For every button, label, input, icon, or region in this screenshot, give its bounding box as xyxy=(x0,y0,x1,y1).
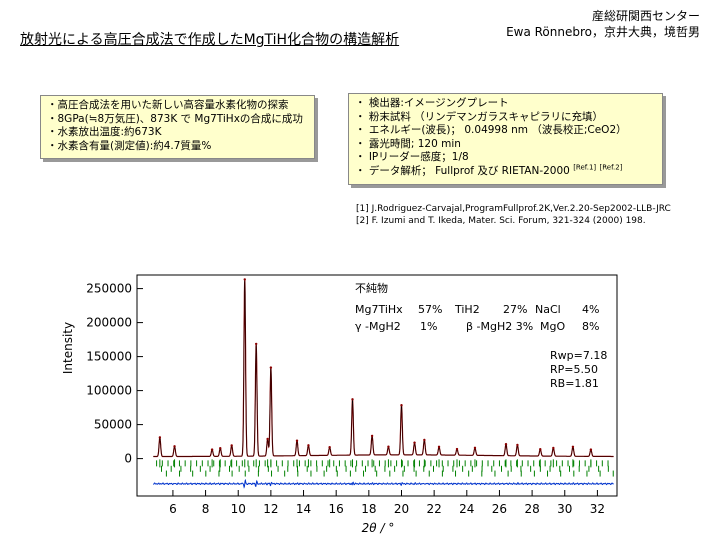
y-tick-label: 150000 xyxy=(86,350,132,364)
x-tick-label: 8 xyxy=(202,502,210,516)
peak-point xyxy=(455,447,459,451)
x-tick-label: 32 xyxy=(590,502,605,516)
peak-point xyxy=(328,445,331,449)
x-tick-label: 20 xyxy=(394,502,409,516)
x-axis-label: 2θ / ° xyxy=(362,521,395,535)
peak-point xyxy=(307,444,310,447)
ref2-marker: [Ref.2] xyxy=(599,163,623,171)
x-tick-label: 12 xyxy=(263,502,278,516)
summary-box: ・高圧合成法を用いた新しい高容量水素化物の探索 ・8GPa(≒8万気圧)、873… xyxy=(40,95,315,159)
peak-point xyxy=(230,444,233,447)
summary-item: ・水素放出温度:約673K xyxy=(47,126,162,138)
r-factor: RP=5.50 xyxy=(550,363,598,376)
condition-item: ・ 検出器:イメージングプレート xyxy=(355,97,509,109)
condition-item: ・ 粉末試料 （リンデマンガラスキャピラリに充填） xyxy=(355,110,603,123)
summary-item: ・水素含有量(測定値):約4.7質量% xyxy=(47,139,212,152)
peak-point xyxy=(516,443,519,447)
diffraction-chart: 0 50000 100000 150000 200000 250000 6 8 10 12 14 16… xyxy=(61,274,618,535)
peak-point xyxy=(210,448,214,451)
condition-item: ・ 露光時間; 120 min xyxy=(355,137,461,150)
condition-item: ・ エネルギー(波長)； 0.04998 nm （波長校正;CeO2） xyxy=(355,124,627,136)
peak-point xyxy=(351,398,354,401)
x-tick-label: 18 xyxy=(361,502,376,516)
phase-name: TiH2 xyxy=(454,303,480,316)
condition-item-text: ・ データ解析； Fullprof 及び RIETAN-2000 xyxy=(355,164,570,177)
peak-point xyxy=(552,446,555,450)
phase-heading: 不純物 xyxy=(355,281,388,295)
phase-name: β -MgH2 3% xyxy=(466,320,533,333)
peak-point xyxy=(423,438,426,442)
peak-point xyxy=(266,437,269,441)
x-tick-label: 16 xyxy=(329,502,344,516)
peak-point xyxy=(589,448,593,451)
plot-frame xyxy=(136,274,618,497)
peak-point xyxy=(295,439,299,442)
ref1-marker: [Ref.1] xyxy=(573,163,597,171)
peak-point xyxy=(504,442,508,446)
x-tick-label: 22 xyxy=(427,502,442,516)
y-tick-label: 50000 xyxy=(94,418,132,432)
calculated-series xyxy=(153,279,614,457)
y-axis-label: Intensity xyxy=(61,322,75,374)
x-tick-label: 26 xyxy=(492,502,507,516)
phase-name: γ -MgH2 xyxy=(355,320,401,333)
peak-point xyxy=(473,446,477,450)
x-tick-label: 10 xyxy=(231,502,246,516)
x-tick-label: 14 xyxy=(296,502,311,516)
phase-value: 8% xyxy=(582,320,599,333)
authors: Ewa Rönnebro，京井大典，境哲男 xyxy=(506,25,700,39)
peak-point xyxy=(269,366,273,369)
condition-item: ・ IPリーダー感度；1/8 xyxy=(355,151,469,163)
peak-point xyxy=(158,436,162,439)
phase-name: MgO xyxy=(540,320,565,333)
condition-item: ・ データ解析； Fullprof 及び RIETAN-2000 [Ref.1]… xyxy=(355,163,656,179)
y-tick-label: 100000 xyxy=(86,384,132,398)
summary-item: ・高圧合成法を用いた新しい高容量水素化物の探索 xyxy=(47,99,289,111)
summary-item: ・8GPa(≒8万気圧)、873K で Mg7TiHxの合成に成功 xyxy=(47,112,303,125)
phase-name: Mg7TiHx xyxy=(355,303,403,316)
phase-value: 4% xyxy=(582,303,599,316)
y-tick-label: 0 xyxy=(124,452,132,466)
page-title: 放射光による高圧合成法で作成したMgTiH化合物の構造解析 xyxy=(20,32,400,48)
r-factor: Rwp=7.18 xyxy=(550,349,607,362)
x-tick-label: 24 xyxy=(459,502,474,516)
phase-table: 不純物 Mg7TiHx 57% TiH2 27% NaCl 4% γ -MgH2… xyxy=(355,281,599,333)
peak-point xyxy=(539,448,542,451)
difference-series xyxy=(153,478,614,489)
reference-item: [1] J.Rodriguez-Carvajal,ProgramFullprof… xyxy=(356,204,671,214)
peak-point xyxy=(219,446,222,450)
r-factor: RB=1.81 xyxy=(550,377,599,390)
affiliation: 産総研関西センター Ewa Rönnebro，京井大典，境哲男 xyxy=(506,8,700,40)
y-tick-label: 200000 xyxy=(86,316,132,330)
peak-point xyxy=(413,441,416,444)
x-tick-label: 28 xyxy=(524,502,539,516)
phase-value: 27% xyxy=(503,303,527,316)
peak-point xyxy=(437,445,441,449)
phase-value: 1% xyxy=(420,320,437,333)
phase-name: NaCl xyxy=(535,303,561,316)
peak-point xyxy=(173,445,176,448)
peak-point xyxy=(571,445,575,448)
peak-point xyxy=(243,278,246,281)
peak-point xyxy=(370,434,374,438)
organization: 産総研関西センター xyxy=(591,9,700,23)
reference-item: [2] F. Izumi and T. Ikeda, Mater. Sci. F… xyxy=(356,216,646,226)
peak-point xyxy=(387,445,390,448)
phase-value: 57% xyxy=(418,303,442,316)
r-factors: Rwp=7.18 RP=5.50 RB=1.81 xyxy=(550,349,607,390)
conditions-box: ・ 検出器:イメージングプレート ・ 粉末試料 （リンデマンガラスキャピラリに充… xyxy=(348,93,663,185)
plot-area: 0 50000 100000 150000 200000 250000 6 8 10 12 14 16… xyxy=(86,274,618,516)
peak-point xyxy=(400,404,403,407)
x-tick-label: 6 xyxy=(169,502,177,516)
x-tick-label: 30 xyxy=(557,502,572,516)
y-tick-label: 250000 xyxy=(86,282,132,296)
references: [1] J.Rodriguez-Carvajal,ProgramFullprof… xyxy=(356,203,671,227)
peak-point xyxy=(254,342,258,346)
